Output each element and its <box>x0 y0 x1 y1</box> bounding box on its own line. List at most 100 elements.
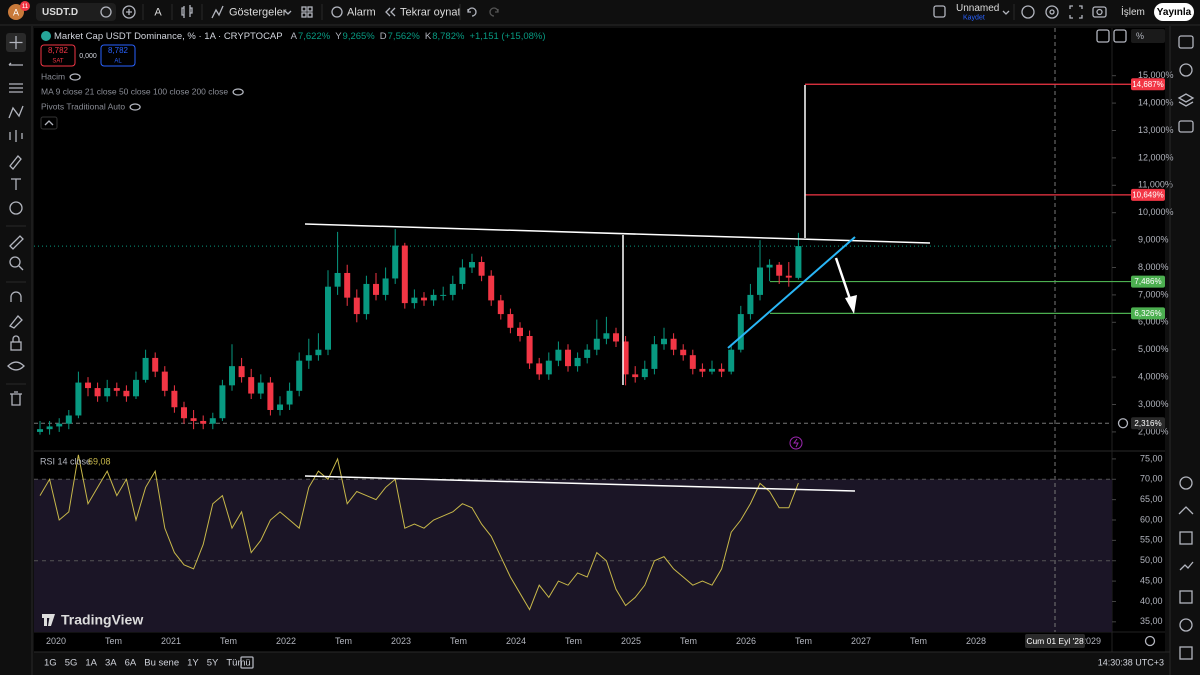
chat-button[interactable] <box>1178 120 1194 133</box>
dropdown-arrow[interactable] <box>284 10 292 15</box>
candle-body <box>46 426 53 430</box>
indicator-label[interactable]: MA 9 close 21 close 50 close 100 close 2… <box>41 86 228 96</box>
candle-body <box>565 349 571 367</box>
trade-button[interactable]: İşlem <box>1121 5 1145 18</box>
lock-tool[interactable] <box>10 341 22 351</box>
price-tick-label: 4,000% <box>1138 371 1169 381</box>
candle-body <box>651 344 658 369</box>
hide-tool[interactable] <box>7 361 25 371</box>
screener-button[interactable] <box>1021 5 1035 19</box>
replay-button[interactable]: Tekrar oynat <box>400 6 461 18</box>
watchlist-button[interactable] <box>1178 35 1194 49</box>
line-tool[interactable] <box>8 62 23 66</box>
price-tick-label: 12,000% <box>1138 152 1174 162</box>
visibility-icon[interactable] <box>232 88 244 96</box>
timeframe-button[interactable]: 1Y <box>187 658 199 669</box>
alerts-button[interactable] <box>1179 63 1193 77</box>
axis-settings[interactable] <box>1144 635 1156 647</box>
compare-button[interactable] <box>122 5 136 19</box>
ohlc-key: Y <box>335 31 342 42</box>
timeframe-button[interactable]: 6A <box>125 658 137 669</box>
replay-icon <box>385 7 396 17</box>
price-tick-label: 15,000% <box>1138 70 1174 80</box>
buy-button[interactable] <box>100 44 136 67</box>
scroll-button[interactable] <box>1096 29 1110 43</box>
hotlist-button[interactable] <box>1179 561 1194 571</box>
magnet-tool[interactable] <box>10 291 22 302</box>
timeframe-button[interactable]: 5Y <box>207 658 219 669</box>
pattern-tool[interactable] <box>8 105 24 119</box>
settings-button[interactable] <box>1045 5 1059 19</box>
avatar[interactable] <box>8 4 24 20</box>
timeframe-button[interactable]: 5G <box>65 658 78 669</box>
time-label: 2023 <box>391 636 411 646</box>
zoom-tool[interactable] <box>9 256 21 268</box>
ohlc-key: A <box>291 31 298 42</box>
candle-body <box>536 363 543 375</box>
price-tick-label: 5,000% <box>1138 344 1169 354</box>
sell-button[interactable] <box>40 44 76 67</box>
delete-tool[interactable] <box>10 391 22 406</box>
indicator-label[interactable]: Pivots Traditional Auto <box>41 101 125 111</box>
time-label: Tem <box>680 636 697 646</box>
layout-icon <box>301 12 307 18</box>
emoji-tool[interactable] <box>9 201 23 215</box>
rsi-trendline-drawing[interactable] <box>304 475 856 492</box>
timeframe-button[interactable]: 1G <box>44 658 57 669</box>
ohlc-value: 7,562% <box>388 31 421 42</box>
scale-mode[interactable] <box>1131 29 1165 43</box>
date-range-button[interactable] <box>240 656 254 669</box>
ruler-tool[interactable] <box>9 235 24 250</box>
redo-button[interactable] <box>489 7 499 17</box>
candle-body <box>478 262 485 276</box>
candle-body <box>776 264 783 276</box>
legend-title: Market Cap USDT Dominance, % · 1A · CRYP… <box>54 31 283 42</box>
crosshair-tool[interactable] <box>9 36 23 49</box>
forecast-tool[interactable] <box>9 130 23 142</box>
timeframe-button[interactable]: 1A <box>85 658 97 669</box>
layout-icon[interactable] <box>301 6 307 12</box>
text-tool[interactable] <box>11 178 21 190</box>
dropdown-arrow[interactable] <box>1002 10 1010 15</box>
snapshot-button[interactable] <box>1092 6 1107 18</box>
support-trendline[interactable] <box>727 236 856 349</box>
candle-body <box>75 382 82 416</box>
data-window-button[interactable] <box>1177 93 1195 107</box>
symbol-search[interactable] <box>36 3 116 21</box>
maximize-button[interactable] <box>1113 29 1127 43</box>
publish-label: Yayınla <box>1157 7 1192 18</box>
event-marker[interactable] <box>789 436 803 450</box>
timeframe-button[interactable]: Tümü <box>226 658 250 669</box>
scale-unit[interactable]: % <box>1136 31 1144 41</box>
timeframe-button[interactable]: 3A <box>105 658 117 669</box>
trendline-drawing[interactable] <box>304 223 931 244</box>
alarm-button[interactable]: Alarm <box>347 6 376 18</box>
fib-tool[interactable] <box>9 83 23 93</box>
help-button[interactable] <box>1179 618 1193 632</box>
interval-button[interactable]: A <box>154 6 162 18</box>
clock: 14:30:38 UTC+3 <box>1098 657 1164 667</box>
price-tick-label: 7,000% <box>1138 289 1169 299</box>
layout-name[interactable]: Unnamed <box>956 3 999 14</box>
indicators-button[interactable]: Göstergeler <box>229 6 287 18</box>
news-button[interactable] <box>1179 590 1193 604</box>
undo-button[interactable] <box>467 7 477 17</box>
notifications-button[interactable] <box>1179 646 1193 660</box>
candle-body <box>661 338 667 345</box>
brush-tool[interactable] <box>9 155 22 170</box>
visibility-icon[interactable] <box>69 73 81 81</box>
visibility-icon[interactable] <box>129 103 141 111</box>
calendar-button[interactable] <box>1179 531 1193 545</box>
tech-button[interactable] <box>1179 476 1193 490</box>
add-alert-button[interactable] <box>1117 418 1129 429</box>
fullscreen-button[interactable] <box>1069 5 1083 19</box>
publish-button[interactable] <box>1154 3 1194 21</box>
indicator-label[interactable]: Hacim <box>41 71 65 81</box>
rsi-tick-label: 45,00 <box>1140 575 1163 585</box>
layout-checkbox[interactable] <box>933 5 946 18</box>
timeframe-button[interactable]: Bu sene <box>144 658 179 669</box>
ideas-button[interactable] <box>1178 506 1194 515</box>
stay-in-drawing[interactable] <box>8 315 23 329</box>
collapse-legend[interactable] <box>40 116 58 130</box>
chart-type-button[interactable] <box>181 5 193 18</box>
